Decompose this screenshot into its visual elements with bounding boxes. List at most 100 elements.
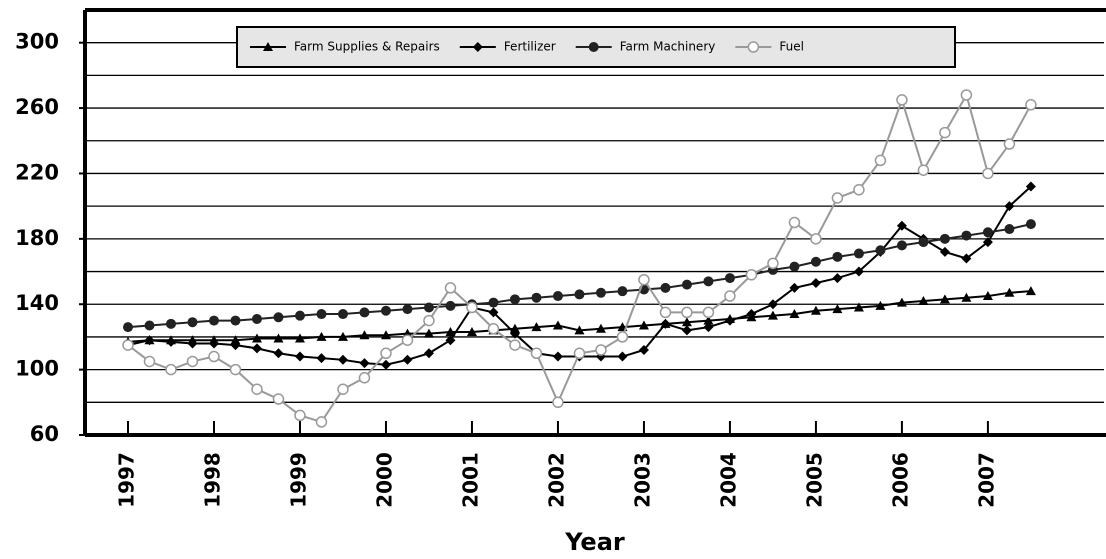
marker — [380, 359, 391, 370]
marker — [272, 393, 285, 405]
marker — [122, 322, 133, 333]
marker — [263, 42, 273, 51]
x-tick-label: 2004 — [716, 452, 740, 508]
y-tick-label: 140 — [15, 291, 59, 315]
marker — [982, 167, 994, 180]
marker — [616, 331, 629, 343]
marker — [810, 233, 822, 245]
series-line — [127, 223, 1032, 329]
marker — [1025, 286, 1036, 296]
x-tick-label: 2007 — [974, 452, 998, 508]
marker — [789, 309, 800, 319]
marker — [767, 310, 778, 320]
marker — [423, 348, 434, 359]
marker — [961, 253, 972, 264]
marker — [488, 307, 499, 318]
marker — [853, 248, 864, 259]
marker — [401, 334, 414, 346]
marker — [875, 300, 886, 310]
marker — [703, 322, 714, 333]
marker — [917, 164, 930, 176]
marker — [982, 237, 993, 248]
marker — [831, 192, 844, 204]
marker — [359, 307, 370, 318]
marker — [574, 325, 585, 335]
marker — [208, 350, 220, 363]
marker — [144, 335, 155, 346]
marker — [380, 305, 391, 316]
marker — [509, 339, 521, 351]
x-tick-label: 1999 — [286, 452, 310, 508]
marker — [165, 318, 176, 329]
marker — [810, 305, 821, 315]
marker — [789, 261, 800, 272]
marker — [509, 328, 520, 339]
x-tick-label: 2003 — [630, 452, 654, 508]
x-tick-label: 2006 — [888, 452, 912, 508]
marker — [315, 416, 328, 428]
x-tick-label: 1997 — [114, 452, 138, 508]
marker — [423, 302, 434, 313]
marker — [574, 289, 585, 300]
marker — [747, 41, 760, 53]
marker — [337, 309, 348, 320]
marker — [337, 331, 348, 341]
marker — [1004, 201, 1015, 212]
marker — [251, 313, 262, 324]
marker — [187, 338, 198, 349]
marker — [896, 220, 907, 231]
marker — [445, 300, 456, 311]
marker — [208, 338, 219, 349]
marker — [724, 290, 736, 302]
marker — [939, 294, 950, 304]
marker — [445, 327, 456, 337]
marker — [918, 237, 929, 248]
marker — [788, 216, 801, 229]
y-tick-label: 100 — [15, 357, 59, 381]
marker — [122, 339, 134, 351]
marker — [509, 294, 520, 305]
marker — [1003, 138, 1016, 150]
marker — [681, 306, 693, 319]
marker — [1025, 181, 1036, 192]
marker — [229, 363, 242, 376]
legend-label: Fertilizer — [504, 40, 556, 54]
marker — [874, 154, 887, 167]
marker — [531, 322, 542, 332]
marker — [1004, 287, 1015, 297]
marker — [445, 335, 456, 346]
marker — [359, 358, 370, 369]
marker — [359, 330, 370, 340]
marker — [552, 351, 563, 362]
marker — [789, 282, 800, 293]
marker — [961, 292, 972, 302]
marker — [1004, 224, 1015, 235]
marker — [337, 383, 349, 395]
marker — [745, 269, 758, 281]
y-tick-label: 180 — [15, 226, 59, 250]
marker — [230, 315, 241, 326]
marker — [939, 126, 951, 139]
marker — [939, 246, 950, 257]
y-tick-label: 60 — [30, 422, 59, 446]
marker — [896, 240, 907, 251]
marker — [402, 354, 413, 365]
marker — [702, 306, 715, 319]
marker — [423, 328, 434, 338]
marker — [681, 317, 692, 327]
legend: Farm Supplies & Repairs Fertilizer Farm Ma… — [236, 26, 956, 68]
marker — [724, 315, 735, 326]
marker — [423, 314, 435, 327]
marker — [230, 335, 241, 345]
marker — [530, 347, 543, 360]
marker — [767, 257, 779, 270]
x-tick-label: 1998 — [200, 452, 224, 508]
marker — [573, 347, 586, 360]
marker — [294, 409, 306, 422]
marker — [660, 282, 671, 293]
legend-label: Fuel — [779, 40, 804, 54]
marker — [143, 355, 156, 368]
y-tick-label: 260 — [15, 95, 59, 119]
marker — [961, 230, 972, 241]
